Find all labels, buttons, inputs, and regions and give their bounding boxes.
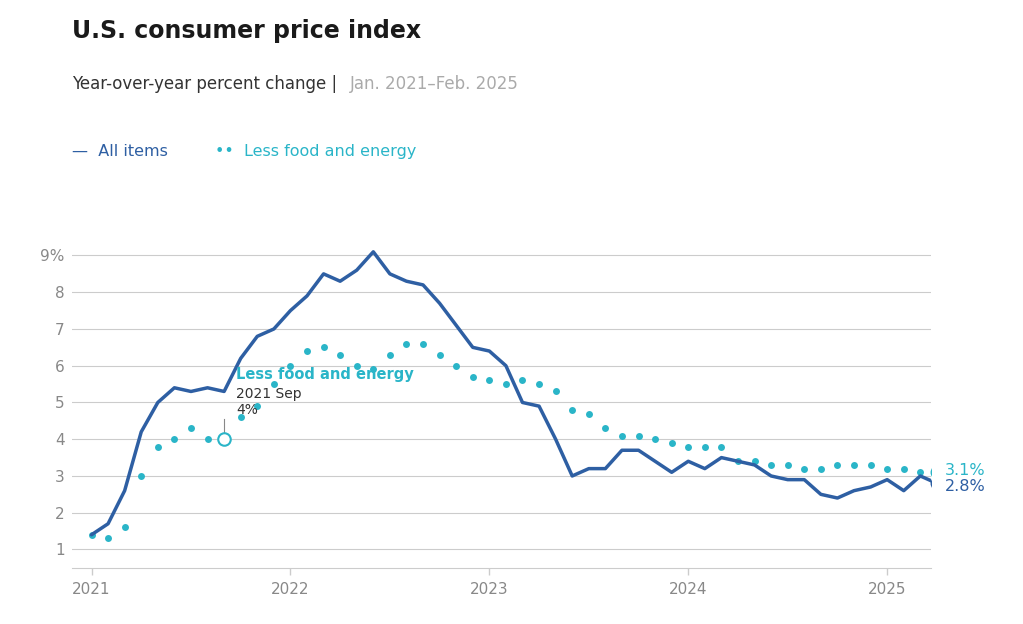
Text: 2021 Sep: 2021 Sep <box>236 387 302 401</box>
Text: Year-over-year percent change |: Year-over-year percent change | <box>72 75 342 93</box>
Text: 3.1%: 3.1% <box>945 464 985 479</box>
Text: 4%: 4% <box>236 403 258 417</box>
Text: U.S. consumer price index: U.S. consumer price index <box>72 19 420 42</box>
Text: ••  Less food and energy: •• Less food and energy <box>215 144 416 158</box>
Text: 2.8%: 2.8% <box>945 479 985 494</box>
Text: —  All items: — All items <box>72 144 168 158</box>
Text: Less food and energy: Less food and energy <box>236 368 413 383</box>
Text: Jan. 2021–Feb. 2025: Jan. 2021–Feb. 2025 <box>350 75 519 93</box>
